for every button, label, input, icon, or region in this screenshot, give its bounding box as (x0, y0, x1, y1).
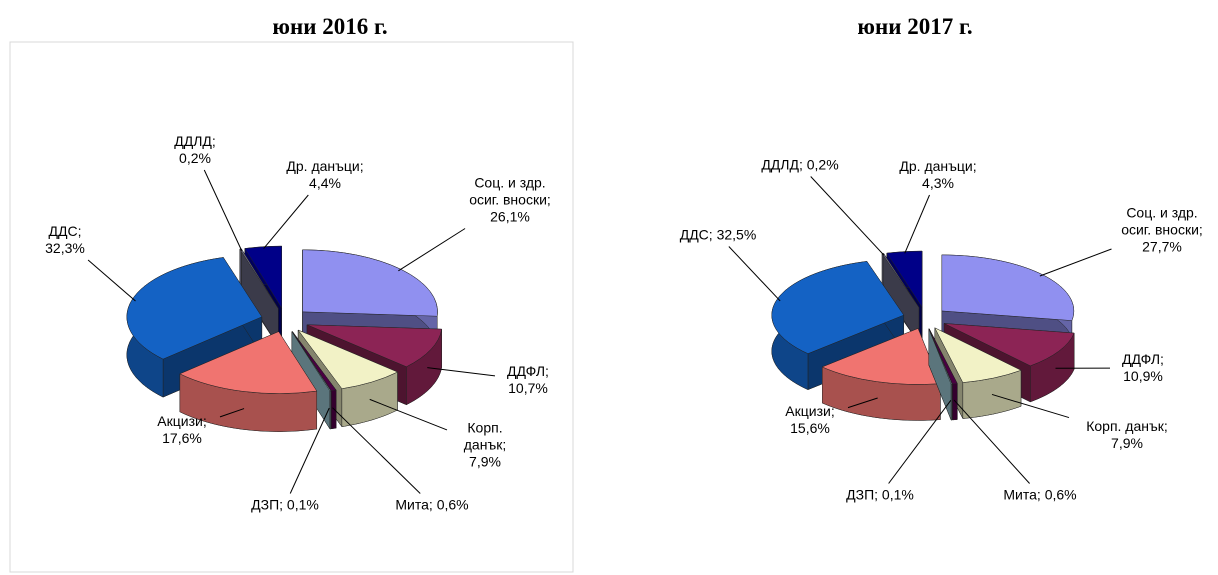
slice (297, 329, 399, 389)
data-label: Корп. данък; 7,9% (1086, 418, 1168, 451)
leader-line (398, 228, 466, 272)
data-label: Соц. и здр. осиг. вноски; 27,7% (1121, 204, 1203, 255)
data-label: Мита; 0,6% (1003, 486, 1077, 503)
data-label: ДДС; 32,3% (45, 223, 85, 256)
data-label: ДДЛД; 0,2% (761, 156, 839, 173)
slice-side (952, 383, 958, 421)
slice (292, 331, 337, 392)
slice (944, 323, 1075, 367)
slice (291, 331, 332, 392)
leader-line (203, 169, 243, 251)
data-label: Соц. и здр. осиг. вноски; 26,1% (469, 174, 551, 225)
slice-side (239, 248, 242, 288)
data-label: Корп. данък; 7,9% (463, 419, 507, 470)
slice (928, 328, 953, 385)
leader-line (904, 194, 930, 254)
leader-line (289, 407, 330, 494)
data-label: ДЗП; 0,1% (251, 496, 319, 513)
data-label: Др. данъци; 4,4% (286, 158, 364, 191)
leader-line (953, 399, 1030, 484)
slice (179, 331, 318, 394)
data-label: ДЗП; 0,1% (846, 486, 914, 503)
slice (821, 328, 941, 385)
leader-line (369, 398, 448, 431)
data-label: ДДС; 32,5% (679, 226, 757, 243)
leader-line (427, 367, 496, 377)
slice (306, 324, 442, 368)
leader-line (847, 397, 878, 409)
slice (244, 245, 282, 309)
slice (941, 254, 1075, 321)
data-label: Др. данъци; 4,3% (899, 158, 977, 191)
leader-line (332, 407, 421, 494)
leader-line (888, 400, 952, 484)
chart-title: юни 2016 г. (272, 14, 388, 39)
data-label: ДДЛД; 0,2% (174, 133, 216, 166)
slice (302, 249, 438, 317)
slice-side (950, 383, 953, 421)
leader-line (1039, 248, 1112, 277)
data-label: Акцизи; 17,6% (157, 413, 207, 446)
slice (771, 261, 905, 354)
slice (126, 257, 263, 360)
leader-line (810, 176, 885, 256)
leader-line (991, 393, 1070, 419)
chart-title: юни 2017 г. (857, 14, 973, 39)
data-label: ДДФЛ; 10,7% (507, 363, 549, 396)
slice (929, 328, 958, 385)
leader-line (263, 194, 309, 249)
slice (934, 327, 1022, 383)
chart-frame (9, 41, 574, 573)
leader-line (728, 246, 781, 302)
leader-line (87, 259, 136, 302)
leader-line (219, 408, 245, 418)
data-label: Акцизи; 15,6% (785, 403, 835, 436)
slice (886, 250, 923, 308)
slice-side (329, 390, 332, 430)
data-label: Мита; 0,6% (395, 496, 469, 513)
data-label: ДДФЛ; 10,9% (1122, 351, 1164, 384)
